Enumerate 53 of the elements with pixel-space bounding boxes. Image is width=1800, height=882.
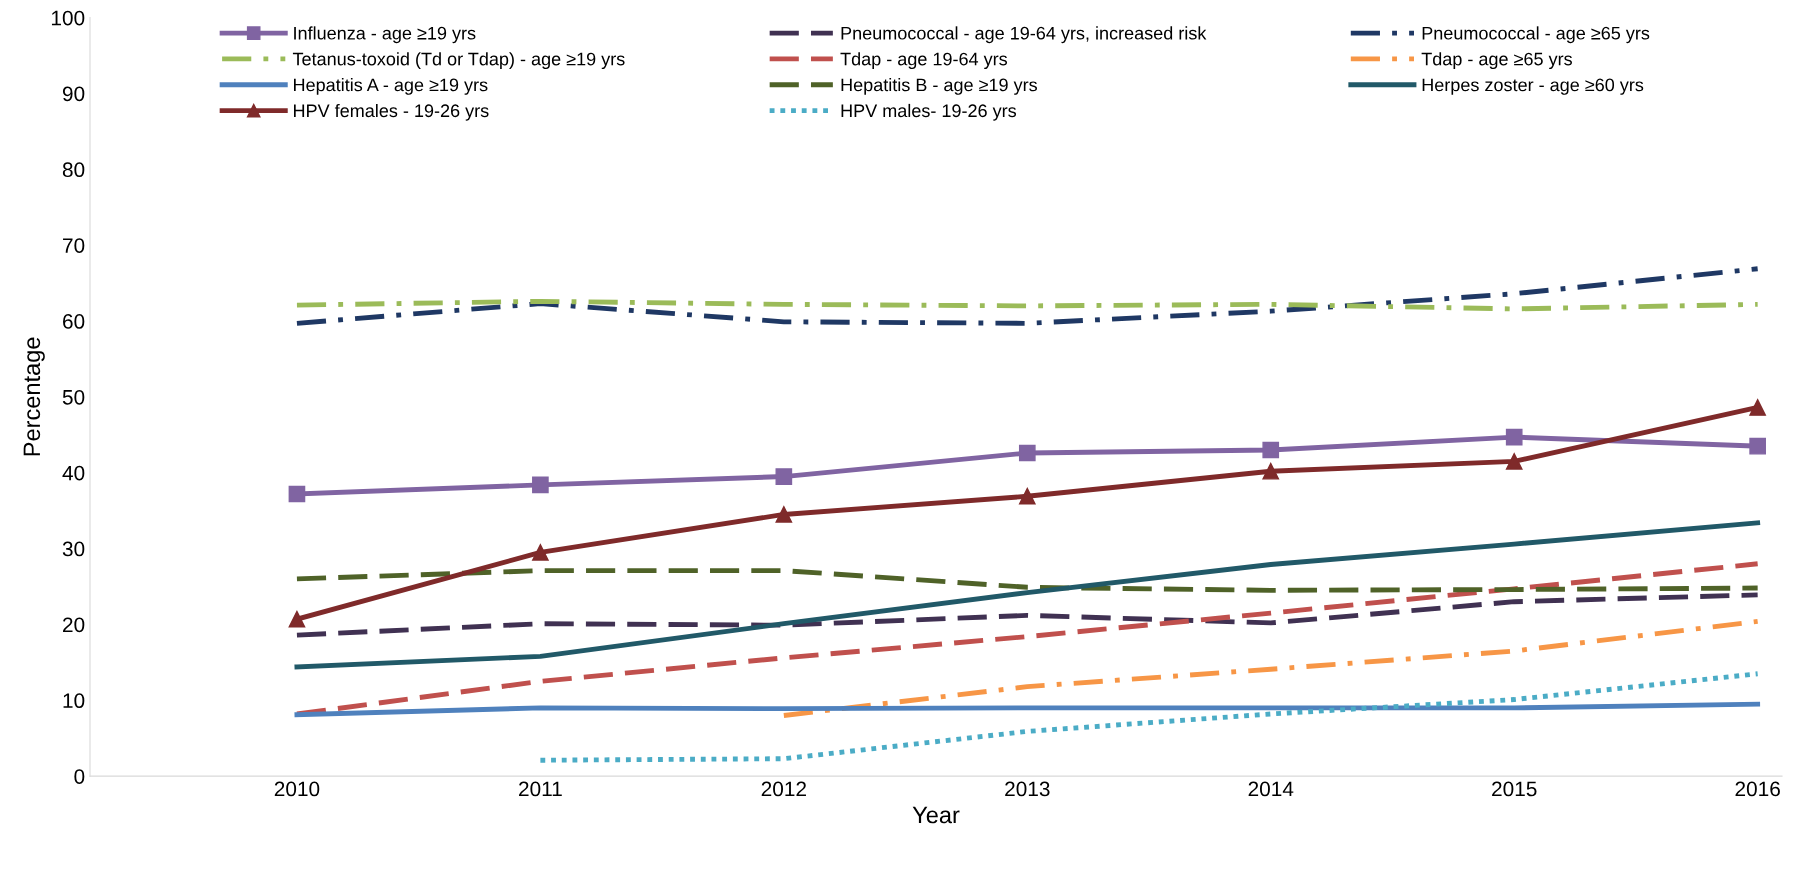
x-tick-label: 2016	[1735, 781, 1780, 797]
y-tick-label: 40	[62, 465, 85, 481]
point	[288, 485, 306, 503]
legend-label: Herpes zoster - age ≥60 yrs	[1422, 78, 1644, 95]
point	[288, 610, 306, 628]
point	[1018, 487, 1036, 505]
legend-label: Tetanus-toxoid (Td or Tdap) - age ≥19 yrs	[292, 52, 625, 69]
x-tick-label: 2014	[1248, 781, 1294, 797]
y-tick-label: 100	[51, 10, 85, 26]
x-tick-label: 2012	[761, 781, 806, 797]
y-tick-label: 80	[62, 162, 85, 178]
legend-label: Pneumococcal - age 19-64 yrs, increased risk	[841, 26, 1207, 44]
legend-label: Tdap - age 19-64 yrs	[840, 52, 1008, 69]
x-tick-label: 2011	[519, 781, 562, 797]
point	[1262, 441, 1280, 459]
point	[1262, 462, 1280, 480]
point	[1505, 453, 1523, 470]
legend-label: HPV females - 19-26 yrs	[294, 103, 489, 121]
line-series	[537, 671, 1761, 763]
legend-label: Influenza - age ≥19 yrs	[294, 26, 476, 44]
point	[1749, 437, 1766, 455]
line-series	[294, 520, 1761, 670]
point	[775, 468, 793, 485]
x-tick-label: 2013	[1005, 781, 1050, 797]
legend-label: Hepatitis B - age ≥19 yrs	[841, 78, 1037, 95]
line-series	[294, 298, 1761, 312]
y-tick-label: 10	[63, 693, 85, 709]
point	[1749, 399, 1766, 416]
point	[1505, 428, 1523, 446]
line-series	[294, 568, 1761, 593]
y-tick-label: 20	[63, 617, 85, 633]
legend-label: Hepatitis A - age ≥19 yrs	[294, 78, 488, 95]
legend-label: HPV males- 19-26 yrs	[841, 103, 1017, 121]
x-tick-label: 2015	[1492, 781, 1537, 797]
legend-label: Tdap - age ≥65 yrs	[1421, 52, 1572, 69]
x-tick-label: 2010	[274, 781, 320, 797]
line-series	[294, 592, 1761, 638]
line-series	[294, 701, 1761, 718]
y-tick-label: 90	[62, 86, 85, 102]
y-tick-label: 70	[63, 238, 85, 253]
y-tick-label: 60	[63, 314, 85, 329]
point	[1018, 444, 1036, 462]
y-tick-label: 30	[62, 541, 85, 557]
line-series	[294, 266, 1761, 326]
line-series	[781, 618, 1761, 718]
y-tick-label: 50	[62, 389, 85, 405]
x-axis-title: Year	[912, 806, 960, 824]
legend-label: Pneumococcal - age ≥65 yrs	[1422, 26, 1650, 44]
point	[775, 506, 793, 523]
y-tick-label: 0	[74, 769, 85, 784]
point	[532, 476, 549, 494]
point	[532, 544, 549, 561]
y-axis-title: Percentage	[23, 337, 45, 456]
